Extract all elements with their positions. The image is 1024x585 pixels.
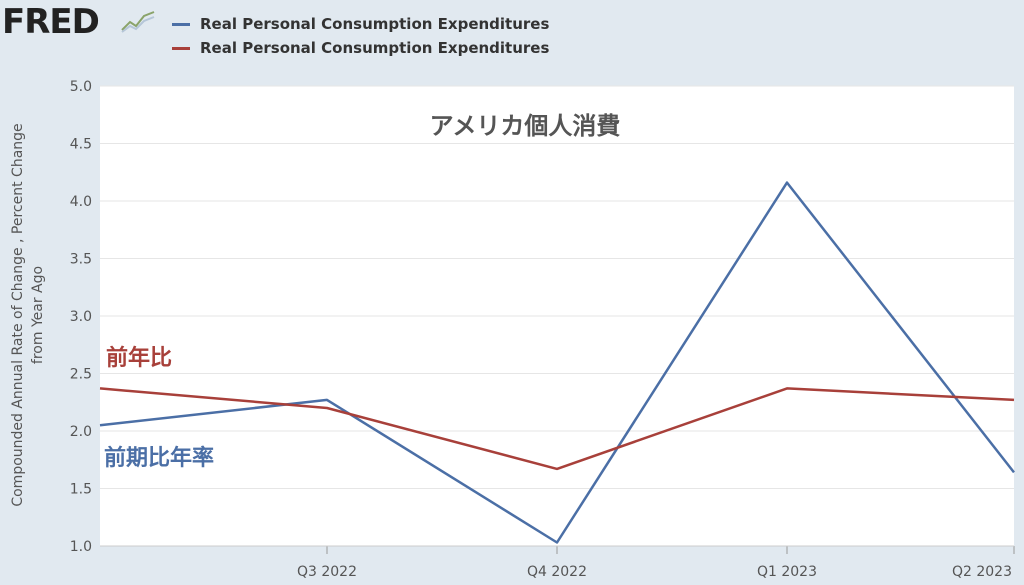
fred-logo[interactable]: FRED	[2, 2, 100, 42]
y-tick-label: 3.5	[70, 252, 92, 268]
x-tick-label: Q3 2022	[297, 564, 357, 580]
legend-item-series-2[interactable]: Real Personal Consumption Expenditures	[172, 36, 549, 60]
x-tick-label: Q4 2022	[527, 564, 587, 580]
y-tick-label: 5.0	[70, 79, 92, 95]
series-line-1[interactable]	[99, 181, 1015, 544]
legend-swatch-blue	[172, 22, 190, 26]
y-tick-label: 2.0	[70, 424, 92, 440]
legend-swatch-red	[172, 46, 190, 50]
legend-label: Real Personal Consumption Expenditures	[200, 39, 550, 57]
legend-label: Real Personal Consumption Expenditures	[200, 15, 550, 33]
y-axis-ticks: 5.0 4.5 4.0 3.5 3.0 2.5 2.0 1.5 1.0	[70, 79, 92, 555]
y-tick-label: 3.0	[70, 309, 92, 325]
x-tick-label: Q2 2023	[952, 564, 1012, 580]
y-tick-label: 4.5	[70, 137, 92, 153]
legend-item-series-1[interactable]: Real Personal Consumption Expenditures	[172, 12, 549, 36]
x-tick-label: Q1 2023	[757, 564, 817, 580]
legend: Real Personal Consumption Expenditures R…	[172, 12, 549, 60]
annotation-quarter-annualized: 前期比年率	[104, 445, 214, 471]
y-tick-label: 1.0	[70, 539, 92, 555]
y-tick-label: 2.5	[70, 367, 92, 383]
series-line-2[interactable]	[99, 387, 1015, 471]
header: FRED Real Personal Consumption Expenditu…	[0, 0, 1024, 72]
annotation-year-over-year: 前年比	[106, 345, 172, 371]
series-lines	[99, 181, 1015, 544]
y-tick-label: 1.5	[70, 482, 92, 498]
trend-line-icon	[120, 8, 156, 34]
chart-title: アメリカ個人消費	[430, 112, 621, 140]
y-tick-label: 4.0	[70, 194, 92, 210]
x-axis-ticks: Q3 2022 Q4 2022 Q1 2023 Q2 2023	[100, 545, 1015, 580]
